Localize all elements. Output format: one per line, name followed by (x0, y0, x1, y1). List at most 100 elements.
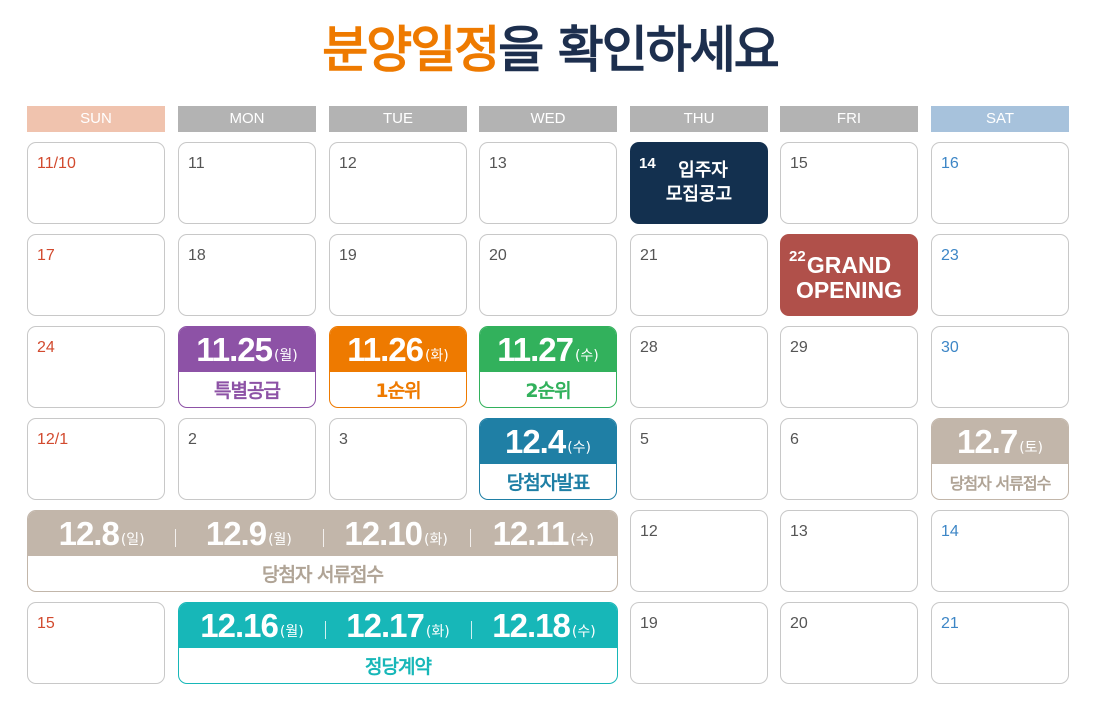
event-date: 11.25 (196, 330, 273, 368)
date-number: 12 (339, 155, 357, 172)
calendar-cell[interactable]: 3 (329, 418, 467, 500)
event-day-of-week: (토) (1019, 439, 1044, 456)
date-number: 23 (941, 247, 959, 264)
event-document-submission-sat[interactable]: 12.7 (토) 당첨자 서류접수 (931, 418, 1069, 500)
calendar-cell[interactable]: 15 (780, 142, 918, 224)
calendar-cell[interactable]: 14 (931, 510, 1069, 592)
event-date: 12.11 (492, 514, 570, 552)
calendar-cell[interactable]: 20 (780, 602, 918, 684)
event-day-of-week: (월) (273, 347, 298, 364)
event-label: 특별공급 (214, 380, 281, 402)
event-day-of-week: (월) (268, 531, 292, 548)
event-day-of-week: (수) (567, 439, 592, 456)
event-day-of-week: (일) (120, 531, 145, 548)
event-day-of-week: (화) (425, 623, 450, 640)
event-date: 12.17 (346, 606, 425, 644)
event-segment: 12.9 (월) (175, 515, 322, 553)
date-number: 22 (789, 248, 806, 265)
calendar-cell[interactable]: 6 (780, 418, 918, 500)
calendar-cell[interactable]: 15 (27, 602, 165, 684)
event-day-of-week: (월) (279, 623, 304, 640)
date-number: 12 (640, 523, 658, 540)
date-number: 14 (639, 155, 656, 172)
event-label-line2: OPENING (795, 277, 903, 303)
date-number: 30 (941, 339, 959, 356)
day-header-thu: THU (630, 106, 768, 132)
calendar-cell[interactable]: 12 (329, 142, 467, 224)
event-date: 12.18 (492, 606, 571, 644)
date-number: 16 (941, 155, 959, 172)
date-number: 11/10 (37, 155, 76, 172)
calendar-cell[interactable]: 11 (178, 142, 316, 224)
calendar-cell[interactable]: 5 (630, 418, 768, 500)
calendar-cell[interactable]: 17 (27, 234, 165, 316)
calendar-cell[interactable]: 24 (27, 326, 165, 408)
date-number: 20 (790, 615, 808, 632)
calendar-cell[interactable]: 13 (479, 142, 617, 224)
event-segment: 12.11 (수) (469, 514, 617, 553)
date-number: 20 (489, 247, 507, 264)
calendar-cell[interactable]: 11/10 (27, 142, 165, 224)
event-label: 당첨자 서류접수 (949, 473, 1052, 493)
event-label: 당첨자발표 (506, 472, 590, 494)
day-header-tue: TUE (329, 106, 467, 132)
date-number: 21 (941, 615, 959, 632)
date-number: 5 (640, 431, 649, 448)
date-number: 15 (37, 615, 55, 632)
day-header-fri: FRI (780, 106, 918, 132)
date-number: 13 (790, 523, 808, 540)
date-number: 12/1 (37, 431, 69, 448)
date-number: 14 (941, 523, 959, 540)
date-number: 18 (188, 247, 206, 264)
calendar-cell[interactable]: 23 (931, 234, 1069, 316)
event-date: 12.10 (344, 514, 423, 552)
calendar-cell[interactable]: 28 (630, 326, 768, 408)
event-grand-opening[interactable]: 22 GRAND OPENING (780, 234, 918, 316)
event-first-priority[interactable]: 11.26 (화) 1순위 (329, 326, 467, 408)
day-header-sun: SUN (27, 106, 165, 132)
calendar-cell[interactable]: 20 (479, 234, 617, 316)
calendar-cell[interactable]: 12 (630, 510, 768, 592)
date-number: 19 (640, 615, 658, 632)
event-day-of-week: (화) (424, 531, 448, 548)
date-number: 24 (37, 339, 55, 356)
event-document-submission-week[interactable]: 12.8 (일) 12.9 (월) 12.10 (화) 12.11 (수) 당첨자 서류… (27, 510, 618, 592)
event-label: 당첨자 서류접수 (262, 564, 384, 586)
event-label: 정당계약 (365, 656, 432, 678)
date-number: 17 (37, 247, 55, 264)
date-number: 28 (640, 339, 658, 356)
event-date: 12.8 (58, 514, 120, 552)
event-second-priority[interactable]: 11.27 (수) 2순위 (479, 326, 617, 408)
calendar-cell[interactable]: 2 (178, 418, 316, 500)
event-segment: 12.16 (월) (179, 607, 325, 645)
day-header-mon: MON (178, 106, 316, 132)
calendar-cell[interactable]: 13 (780, 510, 918, 592)
date-number: 13 (489, 155, 507, 172)
calendar-cell[interactable]: 29 (780, 326, 918, 408)
day-header-wed: WED (479, 106, 617, 132)
event-contract[interactable]: 12.16 (월) 12.17 (화) 12.18 (수) 정당계약 (178, 602, 618, 684)
date-number: 15 (790, 155, 808, 172)
calendar-cell[interactable]: 19 (630, 602, 768, 684)
calendar-cell[interactable]: 12/1 (27, 418, 165, 500)
date-number: 21 (640, 247, 658, 264)
event-special-supply[interactable]: 11.25 (월) 특별공급 (178, 326, 316, 408)
event-day-of-week: (수) (574, 347, 599, 364)
event-label: 2순위 (525, 380, 571, 402)
event-label: 1순위 (375, 380, 421, 402)
calendar-cell[interactable]: 19 (329, 234, 467, 316)
event-day-of-week: (수) (571, 623, 596, 640)
calendar-cell[interactable]: 21 (630, 234, 768, 316)
calendar-cell[interactable]: 18 (178, 234, 316, 316)
calendar-cell[interactable]: 16 (931, 142, 1069, 224)
title-rest: 을 확인하세요 (498, 21, 779, 79)
event-label-line1: 입주자 (678, 160, 728, 181)
date-number: 3 (339, 431, 348, 448)
event-label-line1: GRAND (806, 252, 892, 278)
event-date: 12.4 (504, 422, 566, 460)
event-winner-announcement[interactable]: 12.4 (수) 당첨자발표 (479, 418, 617, 500)
calendar-cell[interactable]: 21 (931, 602, 1069, 684)
calendar-cell[interactable]: 30 (931, 326, 1069, 408)
event-move-in-notice[interactable]: 14 입주자 모집공고 (630, 142, 768, 224)
event-segment: 12.18 (수) (471, 607, 617, 645)
